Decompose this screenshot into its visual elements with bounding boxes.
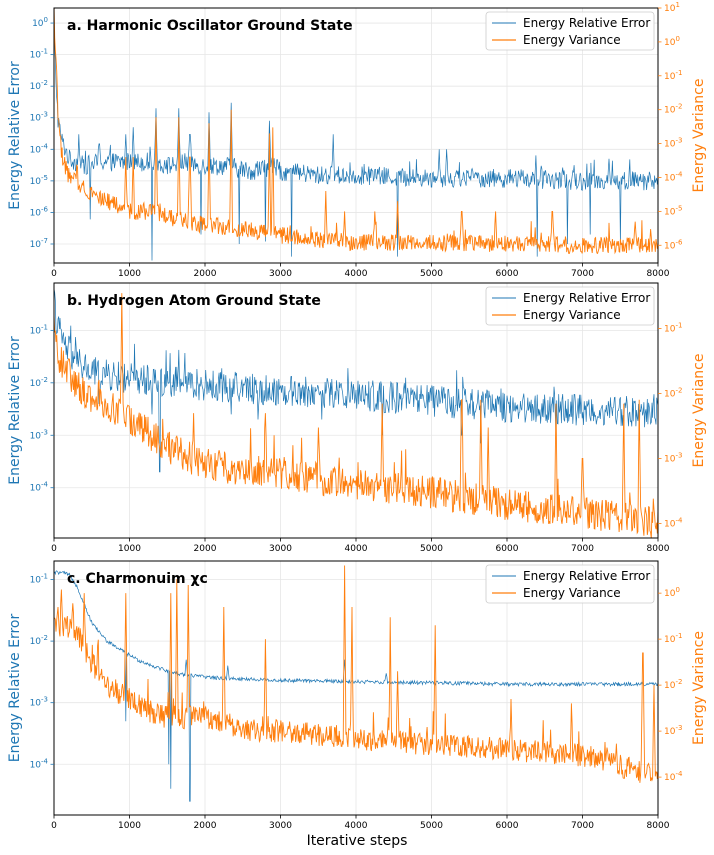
- x-tick-label: 6000: [496, 544, 519, 554]
- legend-box: [485, 564, 655, 604]
- y-left-tick-label: 10-2: [30, 79, 48, 92]
- x-tick-label: 5000: [420, 544, 443, 554]
- y-right-tick-label: 10-2: [664, 103, 682, 116]
- y-left-tick-label: 10-2: [30, 634, 48, 647]
- y-right-tick-label: 10-1: [664, 321, 682, 334]
- x-tick-label: 7000: [571, 821, 594, 831]
- y-right-tick-label: 10-4: [664, 770, 683, 783]
- x-tick-label: 1000: [118, 269, 141, 279]
- x-tick-label: 4000: [345, 821, 368, 831]
- legend-label: Energy Variance: [523, 586, 621, 600]
- x-axis-label: Iterative steps: [307, 833, 408, 849]
- y-left-tick-label: 10-6: [30, 205, 49, 218]
- x-tick-label: 6000: [496, 269, 519, 279]
- y-left-tick-label: 100: [32, 16, 48, 29]
- x-tick-label: 3000: [269, 821, 292, 831]
- y-right-tick-label: 10-2: [664, 678, 682, 691]
- legend-box: [485, 286, 655, 326]
- legend-label: Energy Relative Error: [523, 291, 650, 305]
- y-left-tick-label: 10-3: [30, 428, 48, 441]
- y-left-tick-label: 10-7: [30, 237, 48, 250]
- x-tick-label: 1000: [118, 821, 141, 831]
- panel-title: c. Charmonuim χc: [67, 571, 208, 587]
- x-tick-label: 5000: [420, 269, 443, 279]
- legend: Energy Relative Error Energy Variance: [485, 564, 655, 604]
- series-line-variance: [54, 8, 658, 255]
- series-line-error: [54, 288, 658, 473]
- panel-c: 0 1000 2000 3000 4000 5000 6000 7000 8000 10-1 10-…: [7, 560, 707, 831]
- x-tick-label: 4000: [345, 544, 368, 554]
- x-tick-label: 7000: [571, 269, 594, 279]
- y-right-label: Energy Variance: [691, 354, 707, 468]
- x-tick-label: 2000: [194, 544, 217, 554]
- legend-box: [485, 11, 655, 51]
- y-right-tick-label: 10-2: [664, 386, 682, 399]
- x-tick-label: 8000: [647, 269, 670, 279]
- y-right-tick-label: 10-3: [664, 137, 682, 150]
- y-left-label: Energy Relative Error: [7, 61, 23, 210]
- y-right-tick-label: 101: [664, 1, 680, 14]
- y-right-tick-label: 100: [664, 35, 680, 48]
- legend: Energy Relative Error Energy Variance: [485, 286, 655, 326]
- x-tick-label: 0: [51, 821, 57, 831]
- y-left-tick-label: 10-4: [30, 142, 49, 155]
- series-line-variance: [54, 565, 658, 783]
- y-right-tick-label: 10-1: [664, 632, 682, 645]
- y-left-tick-label: 10-3: [30, 111, 48, 124]
- series-line-error: [54, 28, 658, 261]
- x-tick-label: 8000: [647, 544, 670, 554]
- x-tick-label: 8000: [647, 821, 670, 831]
- y-right-tick-label: 10-3: [664, 452, 682, 465]
- y-right-tick-label: 10-4: [664, 170, 683, 183]
- series-line-error: [54, 570, 658, 802]
- panel-a: 0 1000 2000 3000 4000 5000 6000 7000 8000 100 10-1…: [7, 1, 707, 279]
- panel-title: b. Hydrogen Atom Ground State: [67, 293, 321, 309]
- y-left-label: Energy Relative Error: [7, 336, 23, 485]
- x-tick-label: 2000: [194, 821, 217, 831]
- x-tick-label: 3000: [269, 544, 292, 554]
- x-tick-label: 0: [51, 269, 57, 279]
- legend-label: Energy Variance: [523, 308, 621, 322]
- series-line-variance: [54, 293, 658, 538]
- legend: Energy Relative Error Energy Variance: [485, 11, 655, 51]
- x-tick-label: 3000: [269, 269, 292, 279]
- y-right-tick-label: 10-1: [664, 69, 682, 82]
- x-tick-label: 4000: [345, 269, 368, 279]
- y-left-tick-label: 10-4: [30, 481, 49, 494]
- y-left-tick-label: 10-1: [30, 573, 48, 586]
- y-right-tick-label: 10-6: [664, 238, 683, 251]
- x-tick-label: 0: [51, 544, 57, 554]
- y-right-tick-label: 10-3: [664, 724, 682, 737]
- y-left-tick-label: 10-4: [30, 757, 49, 770]
- x-tick-label: 1000: [118, 544, 141, 554]
- y-left-tick-label: 10-1: [30, 48, 48, 61]
- y-left-tick-label: 10-2: [30, 376, 48, 389]
- x-tick-label: 6000: [496, 821, 519, 831]
- legend-label: Energy Relative Error: [523, 16, 650, 30]
- panel-b: 0 1000 2000 3000 4000 5000 6000 7000 8000 10-1 10-…: [7, 282, 707, 554]
- x-tick-label: 7000: [571, 544, 594, 554]
- y-left-label: Energy Relative Error: [7, 614, 23, 763]
- x-tick-label: 2000: [194, 269, 217, 279]
- y-left-tick-label: 10-5: [30, 174, 48, 187]
- x-tick-label: 5000: [420, 821, 443, 831]
- y-left-tick-label: 10-1: [30, 323, 48, 336]
- y-right-tick-label: 100: [664, 586, 680, 599]
- y-right-label: Energy Variance: [691, 79, 707, 193]
- panel-title: a. Harmonic Oscillator Ground State: [67, 18, 353, 34]
- y-right-tick-label: 10-5: [664, 204, 682, 217]
- legend-label: Energy Variance: [523, 33, 621, 47]
- y-left-tick-label: 10-3: [30, 696, 48, 709]
- legend-label: Energy Relative Error: [523, 569, 650, 583]
- y-right-tick-label: 10-4: [664, 517, 683, 530]
- y-right-label: Energy Variance: [691, 631, 707, 745]
